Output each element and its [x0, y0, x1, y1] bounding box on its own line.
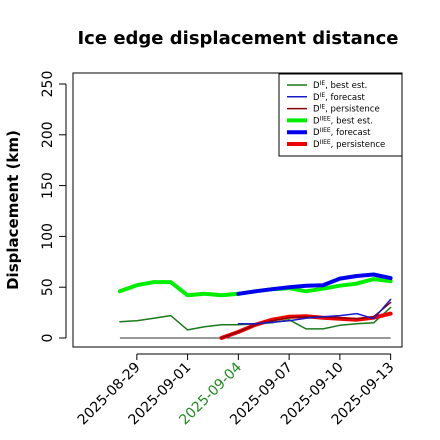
legend-entry: DIE, forecast: [313, 92, 366, 103]
legend-entry: DIIEE, best est.: [313, 115, 373, 126]
series-line-1: [237, 298, 392, 325]
chart-title: Ice edge displacement distance: [77, 28, 398, 49]
legend-entry: DIIEE, forecast: [313, 127, 371, 138]
y-axis-label: Displacement (km): [4, 130, 22, 290]
y-tick-label: 250: [40, 71, 56, 98]
y-tick-label: 200: [40, 121, 56, 148]
legend-entry: DIE, best est.: [313, 80, 367, 91]
y-tick-label: 150: [40, 172, 56, 199]
legend-entry: DIE, persistence: [313, 104, 380, 115]
y-tick-label: 0: [40, 334, 56, 343]
y-tick-label: 50: [40, 278, 56, 296]
y-tick-label: 100: [40, 223, 56, 250]
y-axis: 0 50 100 150 200 250: [40, 71, 67, 343]
series-line-2: [220, 301, 392, 339]
plot-frame: [72, 72, 403, 348]
plot-lines: [117, 272, 393, 340]
x-axis: 2025-08-292025-09-012025-09-042025-09-07…: [75, 353, 397, 428]
series-line-4: [236, 272, 393, 296]
legend-entry: DIIEE, persistence: [313, 139, 385, 150]
